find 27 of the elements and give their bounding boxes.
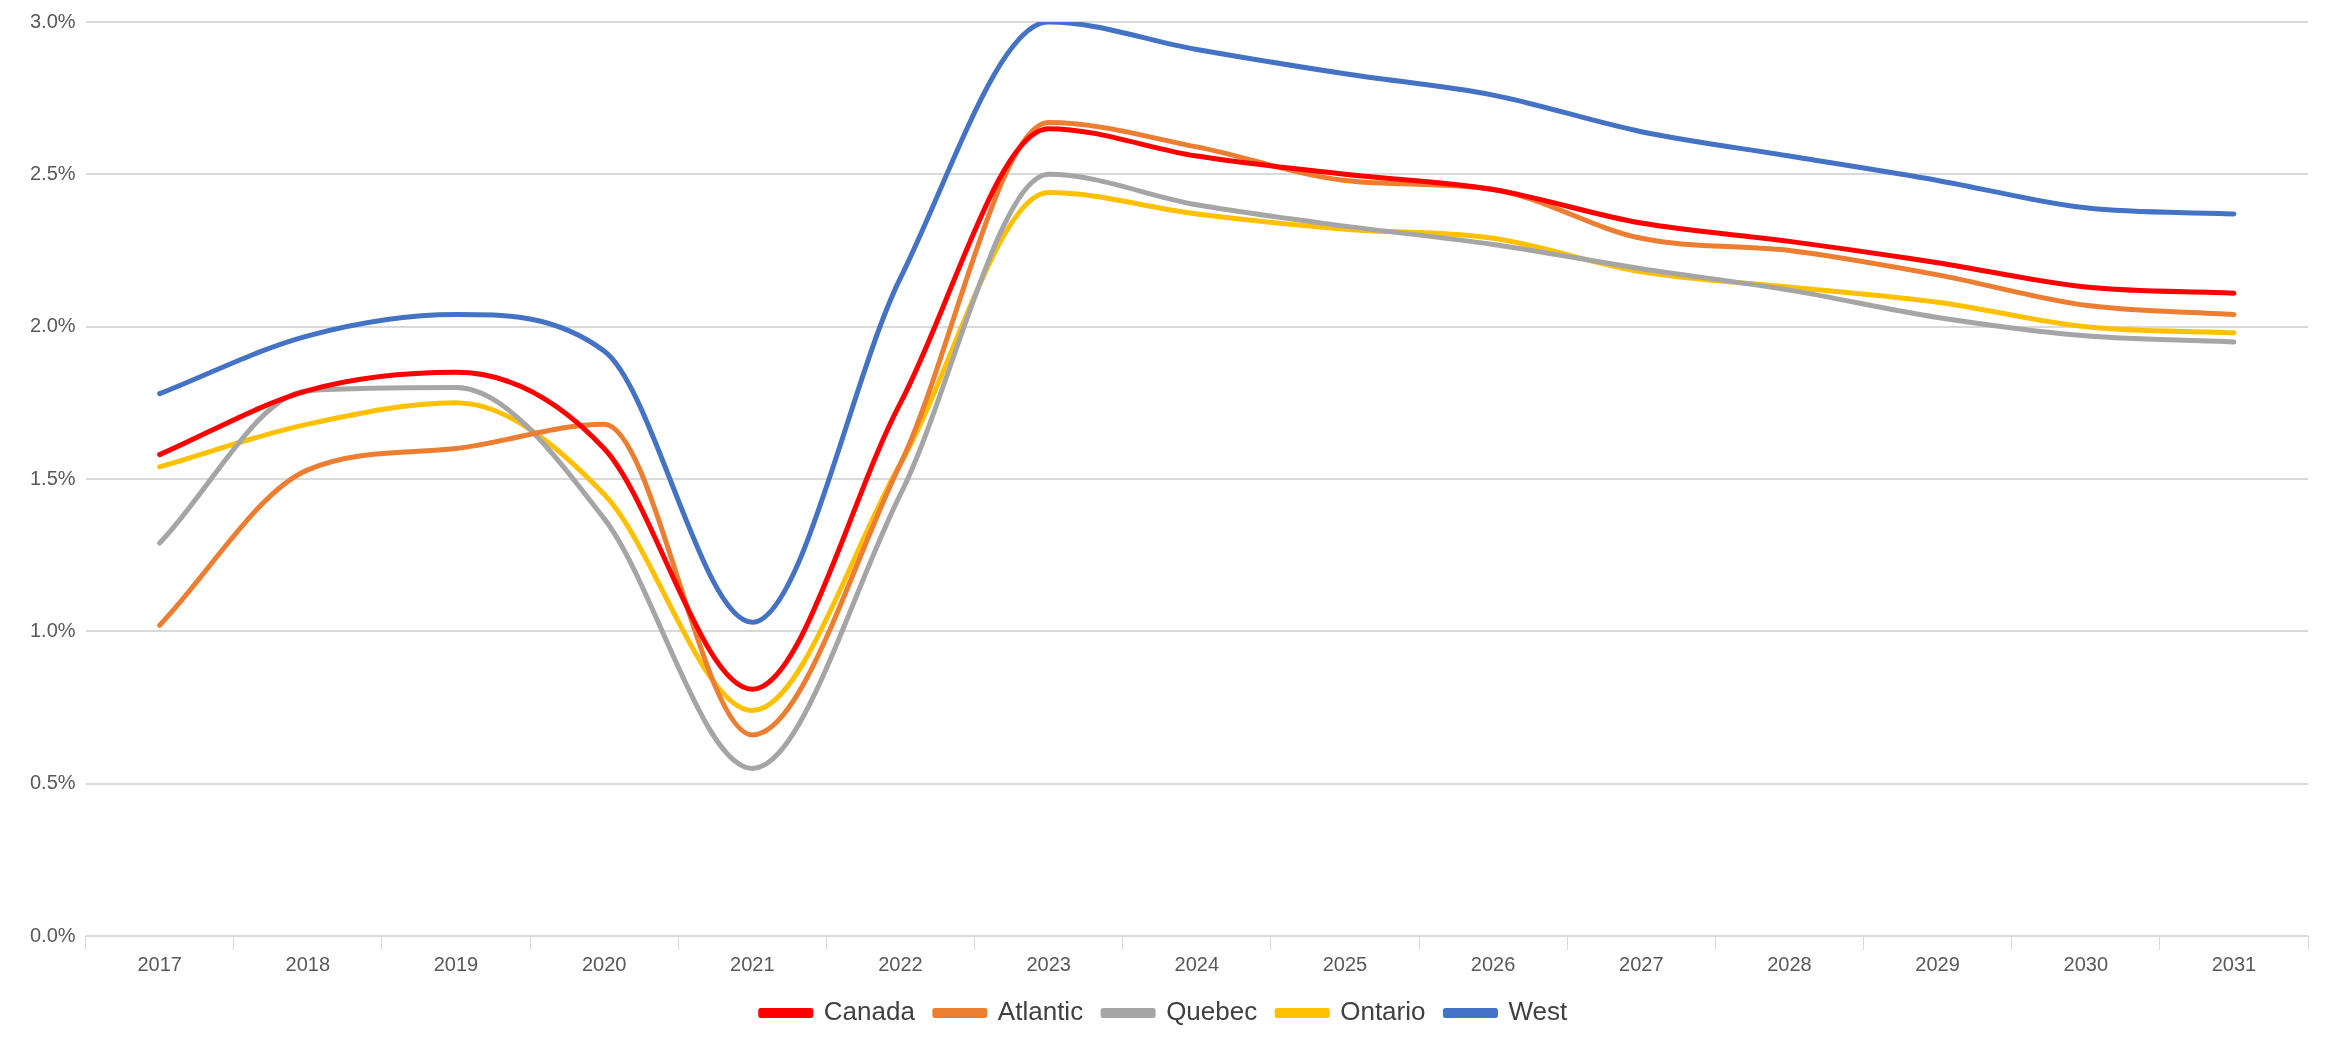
legend-label: Atlantic <box>997 996 1084 1027</box>
x-tick-label: 2030 <box>2063 952 2109 975</box>
y-tick-label: 2.0% <box>29 314 76 337</box>
y-tick-label: 1.5% <box>29 466 76 489</box>
legend-label: West <box>1508 996 1568 1027</box>
x-tick-label: 2023 <box>1026 952 1071 975</box>
y-tick-label: 2.5% <box>29 161 76 184</box>
legend-label: Quebec <box>1166 996 1258 1027</box>
x-tick-label: 2031 <box>2211 952 2257 975</box>
x-tick-label: 2029 <box>1915 952 1960 975</box>
legend-label: Canada <box>823 996 916 1027</box>
x-tick-label: 2017 <box>137 952 182 975</box>
x-tick-label: 2022 <box>878 952 923 975</box>
x-tick-label: 2021 <box>730 952 775 975</box>
x-tick-label: 2024 <box>1174 952 1220 975</box>
x-tick-label: 2019 <box>433 952 479 975</box>
x-tick-label: 2025 <box>1322 952 1368 975</box>
x-tick-label: 2020 <box>581 952 627 975</box>
x-tick-label: 2028 <box>1767 952 1812 975</box>
x-tick-label: 2027 <box>1619 952 1664 975</box>
y-tick-label: 1.0% <box>29 618 76 641</box>
y-tick-label: 3.0% <box>29 9 76 32</box>
y-tick-label: 0.0% <box>29 923 76 946</box>
x-tick-label: 2018 <box>285 952 331 975</box>
legend-label: Ontario <box>1340 996 1426 1027</box>
y-tick-label: 0.5% <box>29 771 76 794</box>
x-tick-label: 2026 <box>1470 952 1516 975</box>
